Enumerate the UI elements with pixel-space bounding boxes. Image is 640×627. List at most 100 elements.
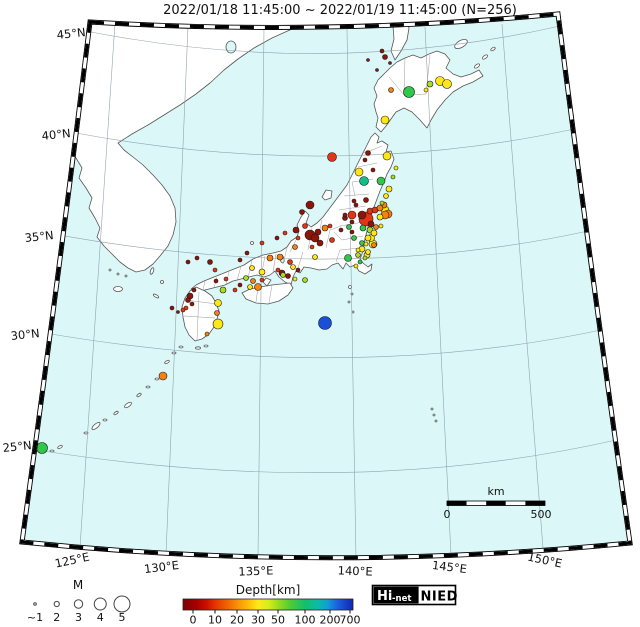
earthquake-marker <box>295 235 301 241</box>
earthquake-marker <box>290 264 296 270</box>
meridian-145e <box>424 26 452 556</box>
earthquake-marker <box>243 275 249 281</box>
earthquake-marker <box>292 276 298 282</box>
earthquake-marker <box>249 265 255 271</box>
logo-net-text: -net <box>392 594 411 604</box>
earthquake-marker <box>390 174 396 180</box>
magnitude-legend-items: ~1 2 3 4 5 <box>27 595 131 624</box>
earthquake-marker <box>266 254 274 262</box>
lon-label-150e: 150°E <box>526 550 563 571</box>
earthquake-marker <box>355 252 361 258</box>
earthquake-marker <box>370 229 378 237</box>
earthquake-marker <box>388 61 392 65</box>
earthquake-marker <box>327 152 337 162</box>
earthquake-marker <box>237 282 243 288</box>
scale-bar-end-label: 500 <box>531 508 552 521</box>
latitude-labels: 45°N 40°N 35°N 30°N 25°N <box>2 25 86 455</box>
earthquake-marker <box>237 257 243 263</box>
earthquake-marker <box>351 235 357 241</box>
earthquake-marker <box>329 237 335 243</box>
depth-scale-tick-label: 20 <box>230 614 244 627</box>
lat-label-25n: 25°N <box>2 438 32 455</box>
earthquake-marker <box>276 253 284 261</box>
earthquake-marker <box>349 229 355 235</box>
earthquake-marker <box>403 86 415 98</box>
earthquake-marker <box>327 223 333 229</box>
earthquake-marker <box>312 254 318 260</box>
earthquake-marker <box>359 240 365 246</box>
earthquake-marker <box>355 247 361 253</box>
earthquake-marker <box>371 242 377 248</box>
parallel-30n <box>44 329 602 359</box>
earthquake-marker <box>36 442 48 454</box>
earthquake-marker <box>362 255 368 261</box>
hinet-nied-logo: Hi -net NIED <box>371 584 458 606</box>
meridian-140e <box>346 28 357 558</box>
earthquake-marker <box>207 259 213 265</box>
earthquake-marker <box>318 316 332 330</box>
earthquake-marker <box>373 224 379 230</box>
earthquake-marker <box>212 318 224 330</box>
earthquake-marker <box>385 185 393 193</box>
earthquake-marker <box>287 259 293 265</box>
earthquake-marker <box>191 287 197 293</box>
scale-bar-start-label: 0 <box>444 508 451 521</box>
earthquake-marker <box>393 165 399 171</box>
earthquake-marker <box>321 224 329 232</box>
earthquake-marker <box>259 240 265 246</box>
earthquake-marker <box>219 286 227 294</box>
earthquake-marker <box>359 224 367 232</box>
magnitude-legend-circle <box>33 602 37 606</box>
earthquake-marker <box>250 278 256 284</box>
earthquake-marker <box>353 263 359 269</box>
map-title: 2022/01/18 11:45:00 ~ 2022/01/19 11:45:0… <box>163 3 517 18</box>
lat-label-40n: 40°N <box>41 126 71 143</box>
earthquake-marker <box>254 283 262 291</box>
earthquake-marker <box>302 277 308 283</box>
earthquake-marker <box>362 157 368 163</box>
earthquake-marker <box>375 68 379 72</box>
magnitude-legend-circle <box>93 597 107 611</box>
parallel-35n <box>58 230 589 260</box>
lon-label-130e: 130°E <box>143 558 179 576</box>
earthquake-marker <box>364 234 372 242</box>
earthquake-marker <box>292 226 300 234</box>
earthquake-marker <box>244 250 250 256</box>
earthquake-marker <box>363 241 369 247</box>
earthquake-marker <box>212 267 218 273</box>
earthquake-marker <box>382 151 392 161</box>
earthquake-marker <box>204 331 210 337</box>
meridian-135e <box>257 27 265 558</box>
scale-bar-unit-label: km <box>487 485 504 498</box>
earthquake-marker <box>213 278 219 284</box>
magnitude-legend-label: 3 <box>75 611 82 624</box>
earthquake-marker <box>354 167 364 177</box>
lat-label-45n: 45°N <box>56 25 86 42</box>
earthquake-marker <box>359 176 369 186</box>
parallel-25n <box>36 439 617 474</box>
depth-legend: Depth[km] 0 10 20 30 50 100 200 700 <box>182 583 361 627</box>
lon-label-125e: 125°E <box>54 550 91 571</box>
kyushu-island <box>181 286 220 342</box>
magnitude-legend-circle <box>73 599 84 609</box>
earthquake-marker <box>365 249 371 255</box>
lat-label-30n: 30°N <box>10 326 40 343</box>
magnitude-legend-label: ~1 <box>27 611 43 624</box>
earthquake-marker <box>376 213 384 221</box>
lon-label-140e: 140°E <box>337 563 372 578</box>
earthquake-marker <box>380 115 390 125</box>
map-scale-bar: km 0 500 <box>444 485 552 521</box>
earthquake-marker <box>342 212 348 218</box>
logo-nied-text: NIED <box>421 590 458 605</box>
earthquake-marker <box>423 87 429 93</box>
earthquake-marker <box>258 268 266 276</box>
earthquake-marker <box>383 193 389 199</box>
earthquake-marker <box>363 197 369 203</box>
earthquake-marker <box>232 287 238 293</box>
earthquake-marker <box>169 305 175 311</box>
earthquake-marker <box>357 259 363 265</box>
earthquake-marker <box>292 244 298 250</box>
earthquake-marker <box>285 273 291 279</box>
earthquake-marker <box>376 204 384 212</box>
